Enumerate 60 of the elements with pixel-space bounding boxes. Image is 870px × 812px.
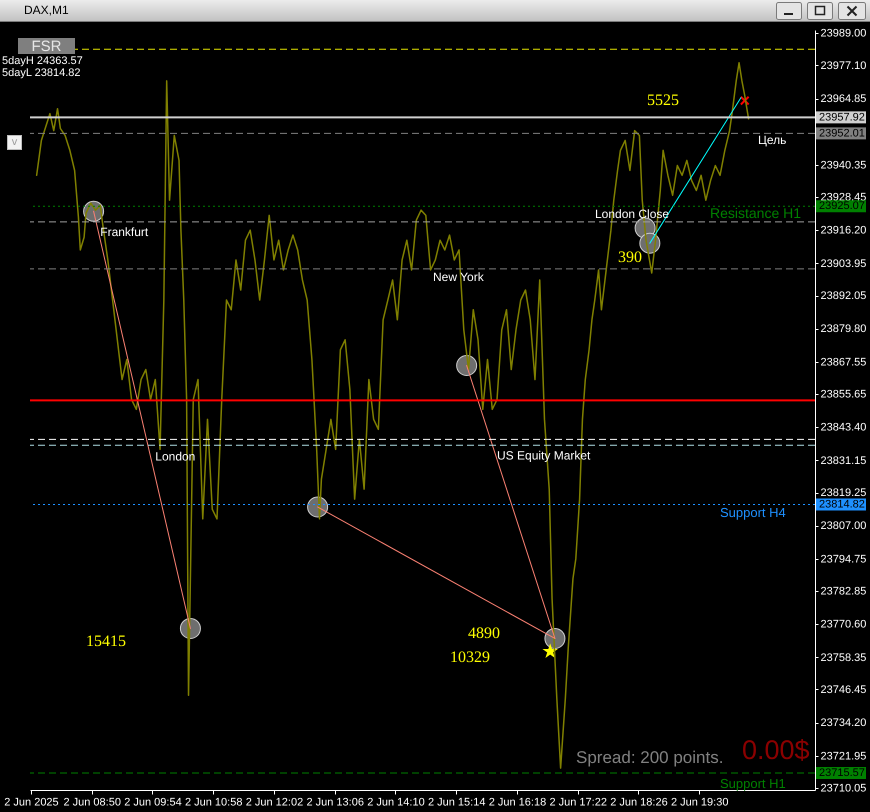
annotation: Support H4 [720,505,786,520]
ref-line-label: 23925.07 [819,200,865,212]
annotation: 4890 [468,625,500,642]
ref-line-label: 23952.01 [819,127,865,140]
annotation: New York [433,270,484,284]
x-tick-label: 2 Jun 2025 [4,796,59,808]
x-tick-label: 2 Jun 15:14 [428,796,486,808]
annotation: 5dayH 24363.57 [2,55,83,67]
ref-line-label: 23814.82 [819,498,865,511]
annotation: London Close [595,207,670,221]
y-tick-label: 23916.20 [820,224,866,237]
chart-title: DAX,M1 [24,3,69,17]
ref-line-label: 23957.92 [819,111,865,124]
button: FSR [18,38,75,54]
annotation: London [155,450,196,464]
y-tick-label: 23770.60 [820,618,866,631]
annotation: Цель [758,133,786,147]
annotation: Resistance H1 [710,205,802,221]
x-tick-label: 2 Jun 14:10 [367,796,425,808]
y-tick-label: 23903.95 [820,258,866,270]
y-tick-label: 23855.65 [820,388,866,401]
x-tick-label: 2 Jun 12:02 [246,796,304,808]
y-tick-label: 23964.85 [820,93,866,106]
y-tick-label: 23892.05 [820,290,866,302]
annotation: Frankfurt [100,225,149,240]
annotation: 10329 [450,649,490,666]
y-tick-label: 23794.75 [820,553,866,566]
y-tick-label: 23758.35 [820,652,866,664]
y-tick-label: 23831.15 [820,454,866,467]
annotation: 5dayL 23814.82 [2,67,80,79]
y-tick-label: 23807.00 [820,520,866,532]
y-tick-label: 23867.55 [820,356,866,368]
x-tick-label: 2 Jun 19:30 [670,796,728,808]
y-tick-label: 23734.20 [820,717,866,730]
y-tick-label: 23782.85 [820,586,866,598]
y-tick-label: 23879.80 [820,323,866,336]
y-tick-label: 23710.05 [820,782,866,794]
y-tick-label: 23940.35 [820,159,866,172]
ref-line-label: 23715.57 [819,767,865,780]
button: v [7,135,22,150]
y-tick-label: 23977.10 [820,60,866,72]
annotation: 5525 [647,92,679,109]
y-tick-label: 23721.95 [820,750,866,762]
x-tick-label: 2 Jun 17:22 [549,796,607,808]
y-tick-label: 23843.40 [820,422,866,434]
annotation: 15415 [86,633,126,650]
annotation: US Equity Market [497,448,592,462]
annotation: 0.00$ [742,735,810,765]
y-tick-label: 23989.00 [820,28,866,40]
x-tick-label: 2 Jun 08:50 [63,796,121,808]
x-tick-label: 2 Jun 09:54 [124,796,182,808]
x-tick-label: 2 Jun 18:26 [610,796,668,808]
x-tick-label: 2 Jun 13:06 [306,796,364,808]
x-tick-label: 2 Jun 10:58 [184,796,242,808]
annotation: Support H1 [720,776,786,791]
y-tick-label: 23819.25 [820,487,866,500]
annotation: 390 [618,249,642,266]
y-tick-label: 23746.45 [820,684,866,696]
x-tick-label: 2 Jun 16:18 [488,796,546,808]
annotation: Spread: 200 points. [576,748,724,767]
